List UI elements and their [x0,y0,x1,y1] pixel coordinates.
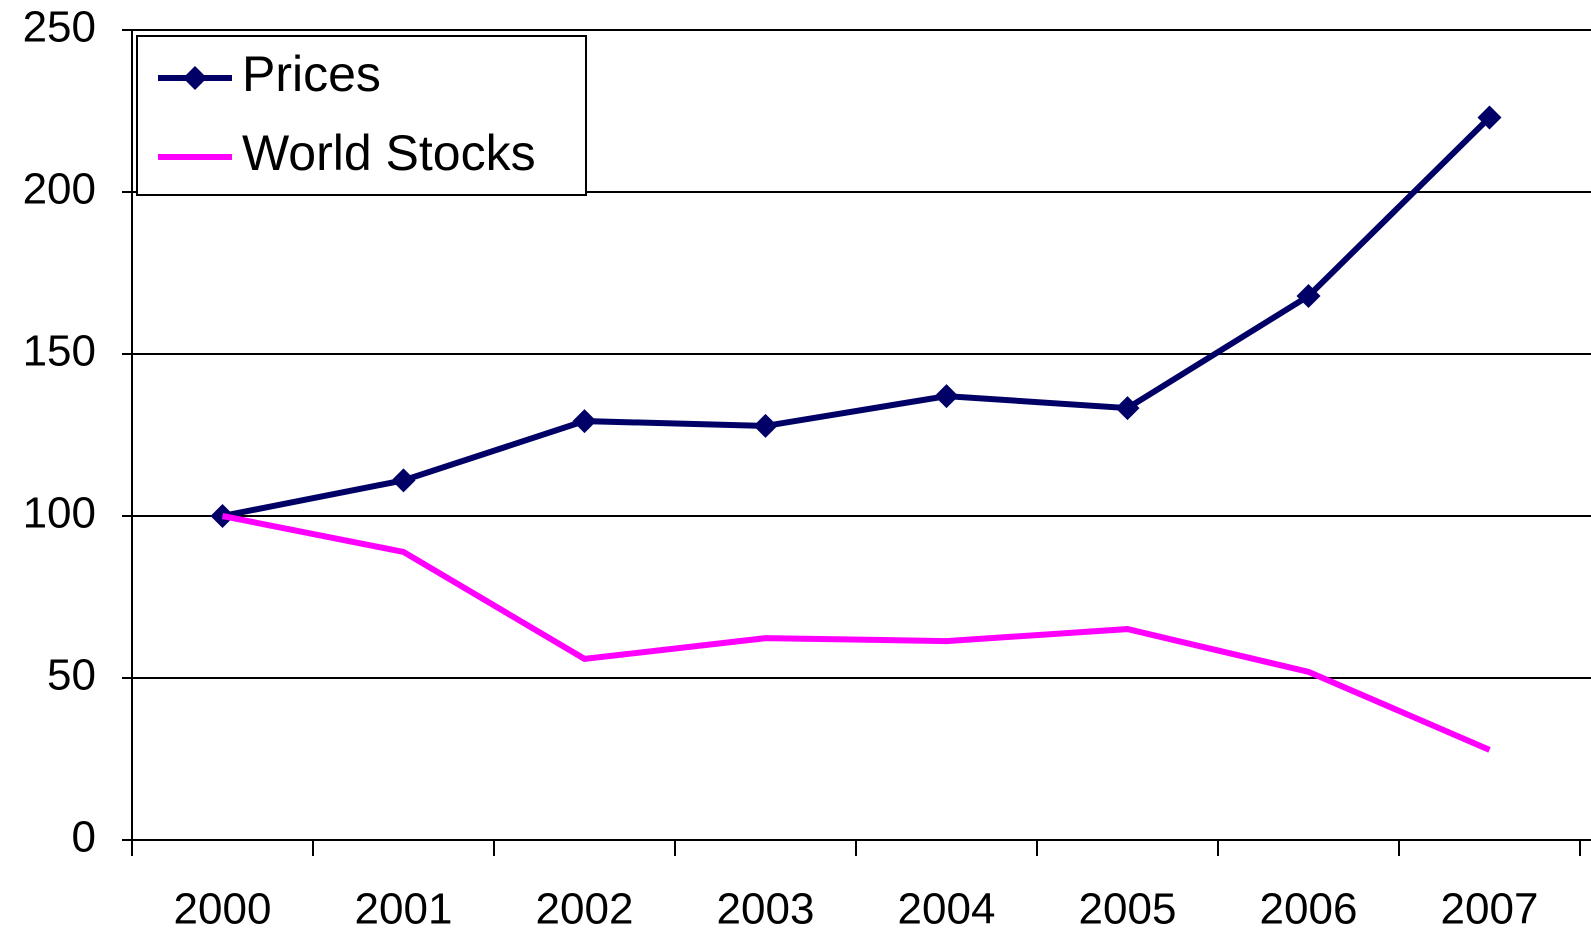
x-tick-label: 2005 [1079,885,1177,934]
y-tick-label: 0 [72,813,96,862]
x-tick-label: 2000 [174,885,272,934]
y-tick-label: 150 [23,327,96,376]
marker [572,409,597,434]
x-tick-label: 2007 [1441,885,1539,934]
x-tick-label: 2004 [898,885,996,934]
marker [1115,396,1140,421]
y-tick-label: 100 [23,489,96,538]
line [221,115,1492,519]
legend-label: World Stocks [242,125,536,181]
y-tick-label: 250 [23,3,96,52]
y-tick-label: 50 [47,651,96,700]
x-tick-label: 2006 [1260,885,1358,934]
marker [391,468,416,493]
marker [934,384,959,409]
legend-marker [183,66,207,90]
marker [1477,105,1502,130]
x-tick-label: 2001 [355,885,453,934]
marker [1296,284,1321,309]
legend-label: Prices [242,46,381,102]
line [221,513,1491,753]
marker [753,413,778,438]
y-tick-label: 200 [23,165,96,214]
legend-box [136,35,587,196]
x-tick-label: 2003 [717,885,815,934]
x-tick-label: 2002 [536,885,634,934]
